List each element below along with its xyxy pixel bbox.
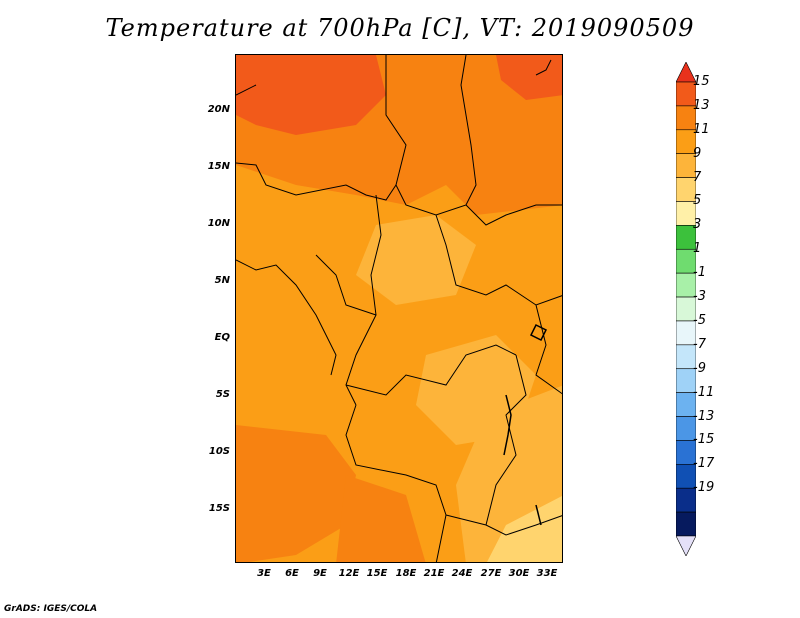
country-borders (236, 55, 562, 562)
latitude-label: 10N (207, 218, 230, 229)
legend-bottom-arrow (676, 535, 696, 556)
legend-label: -5 (693, 312, 706, 328)
legend-label: 9 (693, 145, 702, 161)
longitude-label: 24E (451, 568, 473, 579)
legend-label: 3 (693, 217, 702, 233)
legend-label: 15 (693, 74, 710, 89)
longitude-label: 27E (480, 568, 502, 579)
legend-label: 7 (693, 169, 702, 185)
coastline (236, 259, 337, 376)
lake-tanganyika (503, 394, 512, 456)
longitude-label: 6E (285, 568, 299, 579)
legend-label: -17 (693, 456, 715, 472)
longitude-label: 3E (257, 568, 271, 579)
longitude-label: 21E (423, 568, 445, 579)
lakes (503, 323, 548, 526)
central-cool-zone (356, 215, 476, 305)
legend-label: 13 (693, 97, 710, 113)
border-line (315, 254, 377, 316)
border-line (445, 514, 562, 536)
border-line (535, 304, 562, 395)
longitude-label: 15E (366, 568, 388, 579)
border-line (345, 344, 517, 396)
longitude-label: 12E (338, 568, 360, 579)
border-line (385, 55, 407, 186)
lake-malawi (535, 504, 542, 526)
latitude-label: 15N (207, 161, 230, 172)
map-title: Temperature at 700hPa [C], VT: 201909050… (105, 14, 695, 42)
longitude-label: 33E (536, 568, 558, 579)
grads-credit: GrADS: IGES/COLA (4, 604, 98, 614)
southwest-warm-zone (236, 425, 356, 562)
legend-label: 11 (693, 121, 710, 137)
southern-warm-zone (336, 475, 426, 562)
latitude-label: 20N (207, 104, 230, 115)
legend-label: -11 (693, 384, 715, 400)
longitude-label: 9E (313, 568, 327, 579)
legend-label: -19 (693, 480, 715, 496)
legend-label: -1 (693, 265, 706, 281)
latitude-label: 10S (208, 446, 230, 457)
sahara-hot-zone (236, 55, 386, 135)
latitude-label: 5N (214, 275, 230, 286)
legend-label: 1 (693, 241, 702, 257)
legend-label: 5 (693, 193, 702, 209)
latitude-label: 5S (215, 389, 230, 400)
legend-label: -15 (693, 432, 715, 448)
longitude-label: 30E (508, 568, 530, 579)
latitude-label: 15S (208, 503, 230, 514)
legend-label: -7 (693, 336, 706, 352)
border-line (465, 204, 562, 226)
northeast-hot-zone (496, 55, 562, 100)
map-panel (235, 54, 563, 563)
border-line (485, 354, 527, 526)
legend-label: -13 (693, 408, 715, 424)
color-legend (676, 62, 696, 556)
legend-label: -9 (693, 360, 706, 376)
latitude-label: EQ (214, 332, 230, 343)
longitude-label: 18E (395, 568, 417, 579)
temperature-map (236, 55, 562, 562)
legend-swatch (676, 511, 696, 537)
border-line (236, 84, 257, 96)
lake-victoria (529, 323, 548, 342)
legend-label: -3 (693, 289, 706, 305)
coastline (535, 59, 552, 76)
